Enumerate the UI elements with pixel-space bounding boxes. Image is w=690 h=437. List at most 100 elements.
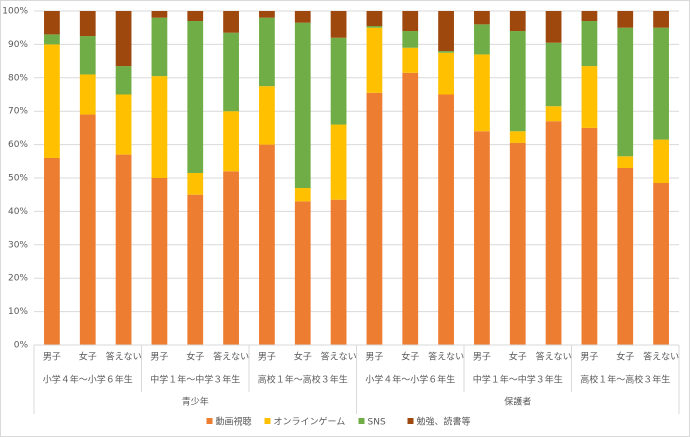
bar-segment	[581, 127, 598, 346]
y-tick-label: 80%	[8, 73, 28, 83]
bar-segment	[115, 154, 132, 345]
x-tick-label: 男子	[473, 352, 491, 363]
bar-segment	[223, 171, 239, 345]
legend-swatch	[407, 418, 414, 424]
y-tick-label: 0%	[14, 341, 29, 351]
y-tick-label: 100%	[2, 7, 28, 17]
bar-segment	[402, 72, 419, 345]
x-tick-label: 答えない	[321, 351, 357, 363]
bar-segment	[79, 74, 96, 115]
bar-segment	[151, 11, 168, 18]
bar-segment	[509, 31, 526, 132]
group-label: 高校１年～高校３年生	[258, 374, 348, 386]
x-tick-label: 女子	[79, 351, 97, 363]
bar-segment	[545, 121, 562, 345]
bar-segment	[330, 199, 347, 345]
y-tick-label: 20%	[8, 274, 28, 284]
group-label: 中学１年～中学３年生	[473, 374, 563, 386]
bar-segment	[474, 24, 490, 55]
bar-segment	[474, 11, 490, 25]
bar-segment	[438, 94, 454, 345]
bar-segment	[44, 157, 60, 345]
bar-segment	[581, 66, 598, 128]
bar-segment	[79, 114, 96, 345]
bar-segment	[402, 47, 419, 73]
x-tick-label: 答えない	[213, 351, 249, 363]
x-tick-label: 答えない	[428, 351, 464, 363]
group-label: 小学４年～小学６年生	[365, 374, 455, 386]
legend-swatch	[358, 418, 365, 424]
bar-segment	[330, 11, 347, 38]
x-tick-label: 男子	[258, 352, 276, 363]
bar-segment	[617, 167, 634, 345]
bar-segment	[366, 27, 383, 93]
y-tick-label: 30%	[8, 240, 28, 250]
x-tick-label: 答えない	[536, 351, 572, 363]
bar-segment	[545, 11, 562, 43]
bar-segment	[187, 21, 204, 173]
group-label: 小学４年～小学６年生	[43, 374, 133, 386]
bar-segment	[509, 11, 526, 32]
bar-segment	[438, 51, 454, 53]
bar-segment	[617, 27, 634, 157]
bar-segment	[653, 27, 669, 140]
bar-segment	[402, 31, 419, 48]
bar-segment	[44, 34, 60, 45]
y-tick-label: 90%	[8, 40, 28, 50]
bar-segment	[187, 194, 204, 345]
bar-segment	[330, 37, 347, 125]
bar-segment	[44, 11, 60, 35]
bar-segment	[151, 76, 168, 178]
x-tick-label: 答えない	[643, 351, 679, 363]
legend-label: 勉強、読書等	[417, 416, 471, 428]
bar-segment	[366, 11, 383, 27]
y-tick-label: 50%	[8, 174, 28, 184]
top-group-label: 青少年	[182, 396, 209, 408]
x-tick-label: 男子	[580, 352, 598, 363]
x-tick-label: 男子	[365, 352, 383, 363]
bar-segment	[474, 54, 490, 132]
bar-segment	[79, 36, 96, 75]
legend-label: オンラインゲーム	[274, 416, 346, 428]
bar-segment	[151, 17, 168, 77]
bar-segment	[330, 124, 347, 200]
bar-segment	[187, 172, 204, 195]
y-tick-label: 70%	[8, 107, 28, 117]
x-tick-label: 女子	[401, 351, 419, 363]
bar-segment	[79, 11, 96, 37]
bar-segment	[259, 144, 275, 345]
bar-segment	[438, 52, 454, 95]
x-tick-label: 女子	[186, 351, 204, 363]
y-tick-label: 40%	[8, 207, 28, 217]
bar-segment	[653, 183, 669, 345]
x-tick-label: 男子	[150, 352, 168, 363]
bar-segment	[223, 32, 239, 112]
bar-segment	[223, 11, 239, 33]
bar-segment	[474, 131, 490, 345]
bar-segment	[294, 188, 311, 202]
bar-segment	[402, 11, 419, 32]
bar-segment	[294, 22, 311, 189]
bar-segment	[509, 131, 526, 143]
bar-segment	[115, 94, 132, 155]
legend-swatch	[206, 418, 213, 424]
bar-segment	[366, 26, 383, 28]
bar-segment	[581, 11, 598, 22]
y-tick-label: 60%	[8, 140, 28, 150]
bar-segment	[653, 139, 669, 184]
bar-segment	[294, 11, 311, 23]
bar-segment	[438, 11, 454, 52]
x-tick-label: 女子	[509, 351, 527, 363]
bar-segment	[259, 11, 275, 18]
bar-segment	[509, 142, 526, 345]
x-tick-label: 女子	[616, 351, 634, 363]
bar-segment	[115, 66, 132, 95]
top-group-label: 保護者	[504, 396, 531, 408]
bar-segment	[545, 106, 562, 122]
bar-segment	[366, 92, 383, 345]
bar-segment	[653, 11, 669, 28]
y-tick-label: 10%	[8, 307, 28, 317]
legend-label: 動画視聴	[216, 416, 252, 428]
bar-segment	[581, 21, 598, 67]
